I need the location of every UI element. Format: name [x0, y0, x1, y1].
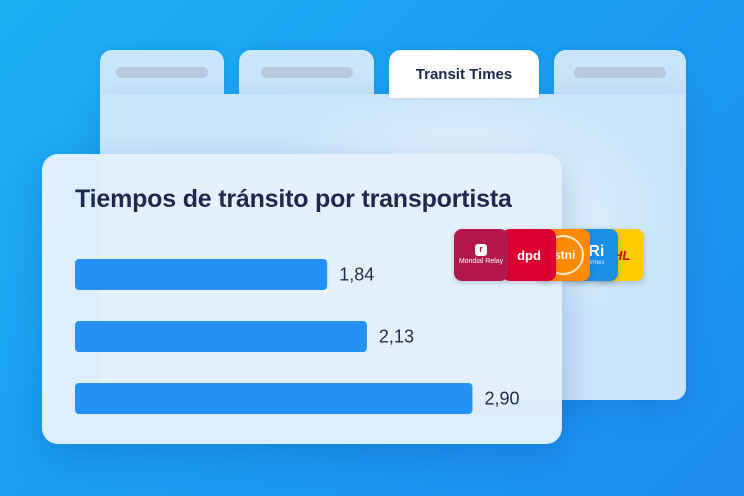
tab-transit-times[interactable]: Transit Times — [389, 50, 539, 98]
tab-transit-times-label: Transit Times — [415, 65, 513, 83]
chart-card: Tiempos de tránsito por transportista 1,… — [42, 154, 562, 444]
tab-placeholder-1[interactable] — [100, 50, 224, 94]
bar-2 — [75, 321, 367, 352]
bar-3 — [75, 383, 473, 414]
tab-placeholder-bar — [260, 66, 353, 78]
carrier-logos: DHL VRi w Hermes istni dpd r Mondial Rel… — [454, 229, 654, 283]
chart-title: Tiempos de tránsito por transportista — [75, 185, 512, 213]
bar-chart: 1,84 2,13 2,90 — [75, 259, 520, 414]
mondial-relay-mark-icon: r — [475, 244, 487, 257]
dpd-logo: dpd — [502, 229, 556, 281]
bar-value-label-2: 2,13 — [379, 327, 414, 347]
bar-value-label-3: 2,90 — [484, 389, 519, 409]
tab-placeholder-bar — [574, 66, 666, 78]
mondial-relay-logo: r Mondial Relay — [454, 229, 508, 281]
tab-placeholder-bar — [116, 66, 208, 78]
bar-value-label-1: 1,84 — [339, 265, 374, 285]
bar-1 — [75, 259, 328, 290]
